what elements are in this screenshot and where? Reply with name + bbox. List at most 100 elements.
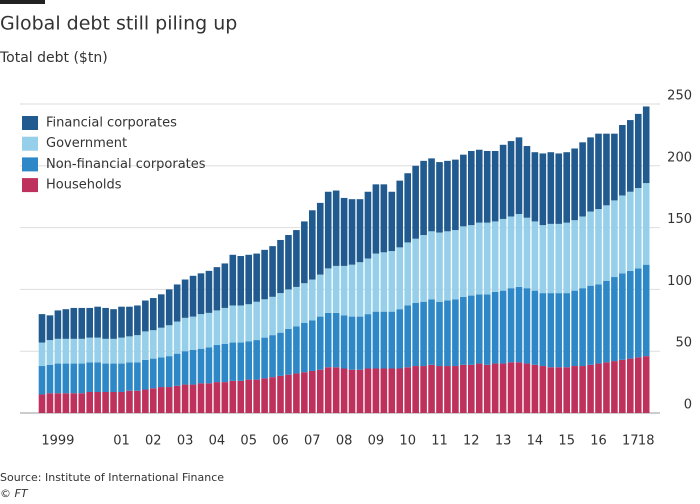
- bar-segment: [603, 280, 610, 363]
- bar-segment: [237, 342, 245, 381]
- x-tick-label: 16: [590, 434, 607, 449]
- bar-segment: [110, 338, 117, 364]
- bar-segment: [54, 310, 62, 339]
- bar-segment: [269, 246, 276, 297]
- bar-segment: [213, 345, 221, 383]
- bar-segment: [507, 141, 515, 217]
- bar-segment: [78, 393, 86, 413]
- bar-segment: [547, 223, 555, 294]
- bar-segment: [261, 378, 268, 413]
- bar-segment: [277, 375, 284, 413]
- bar-segment: [523, 363, 531, 413]
- bar-segment: [118, 391, 125, 413]
- x-tick-label: 08: [336, 434, 353, 449]
- bar-segment: [142, 331, 149, 360]
- bar-segment: [571, 220, 578, 291]
- bar-segment: [642, 356, 650, 413]
- bar-segment: [348, 369, 356, 413]
- bar-segment: [221, 263, 229, 308]
- bar-segment: [396, 180, 404, 248]
- bar-segment: [181, 384, 189, 413]
- bar-segment: [126, 362, 133, 391]
- x-tick-label: 15: [558, 434, 575, 449]
- bar-segment: [563, 367, 570, 413]
- bar-segment: [388, 368, 396, 413]
- bar-segment: [468, 225, 475, 296]
- bar-segment: [571, 148, 578, 221]
- bar-segment: [229, 342, 237, 381]
- bar-segment: [428, 299, 435, 365]
- chart-title: Global debt still piling up: [0, 13, 237, 35]
- bar-segment: [468, 364, 475, 413]
- bar-segment: [118, 337, 125, 364]
- bar-segment: [293, 326, 300, 374]
- bar-segment: [316, 316, 324, 370]
- bar-segment: [531, 221, 539, 291]
- bar-segment: [380, 368, 388, 413]
- bar-segment: [507, 288, 515, 363]
- legend-swatch: [22, 116, 38, 130]
- bar-segment: [38, 342, 46, 367]
- bar-segment: [404, 305, 411, 368]
- bar-segment: [316, 274, 324, 317]
- bar-segment: [70, 393, 78, 413]
- x-tick-label: 17: [622, 434, 639, 449]
- bar-segment: [301, 322, 308, 373]
- bar-segment: [293, 286, 300, 327]
- bar-segment: [539, 293, 547, 367]
- bar-segment: [332, 312, 340, 368]
- bar-segment: [404, 242, 411, 306]
- y-tick-label: 250: [667, 89, 692, 104]
- bar-segment: [157, 294, 165, 328]
- bar-segment: [213, 310, 221, 346]
- bar-segment: [78, 338, 86, 364]
- bar-segment: [173, 353, 181, 386]
- bar-segment: [332, 265, 340, 313]
- bar-segment: [499, 144, 507, 219]
- bar-segment: [571, 366, 578, 413]
- bar-segment: [460, 364, 467, 413]
- bar-segment: [54, 363, 62, 394]
- bar-segment: [412, 238, 419, 303]
- bar-segment: [523, 288, 531, 364]
- bar-segment: [38, 366, 46, 395]
- bar-segment: [46, 364, 54, 394]
- bar-segment: [189, 316, 197, 350]
- bar-segment: [324, 367, 332, 413]
- x-tick-label: 14: [527, 434, 544, 449]
- bar-segment: [94, 337, 101, 363]
- bar-segment: [499, 218, 507, 291]
- bar-segment: [611, 277, 618, 362]
- bar-segment: [62, 393, 70, 413]
- bar-segment: [70, 363, 78, 394]
- bar-segment: [94, 391, 101, 413]
- bar-segment: [642, 264, 650, 357]
- x-tick-label: 11: [431, 434, 448, 449]
- bar-segment: [619, 125, 626, 196]
- bar-segment: [523, 217, 531, 289]
- bar-segment: [309, 279, 316, 321]
- bar-segment: [110, 363, 117, 392]
- bar-segment: [444, 366, 451, 413]
- bar-segment: [356, 369, 364, 413]
- bar-segment: [261, 299, 268, 338]
- bar-segment: [396, 247, 404, 310]
- bar-segment: [603, 362, 610, 413]
- bar-segment: [499, 363, 507, 413]
- bar-segment: [475, 294, 483, 364]
- bar-segment: [372, 311, 380, 369]
- bar-segment: [189, 275, 197, 317]
- bar-segment: [277, 332, 284, 376]
- bar-segment: [380, 311, 388, 369]
- bar-segment: [579, 288, 586, 367]
- bar-segment: [515, 214, 523, 287]
- bar-segment: [348, 199, 356, 265]
- x-tick-label: 07: [304, 434, 321, 449]
- bar-segment: [634, 113, 642, 189]
- bar-segment: [634, 188, 642, 269]
- bar-segment: [309, 210, 316, 280]
- bar-segment: [110, 391, 117, 413]
- bar-segment: [285, 289, 292, 329]
- bar-segment: [348, 316, 356, 370]
- bar-segment: [173, 321, 181, 354]
